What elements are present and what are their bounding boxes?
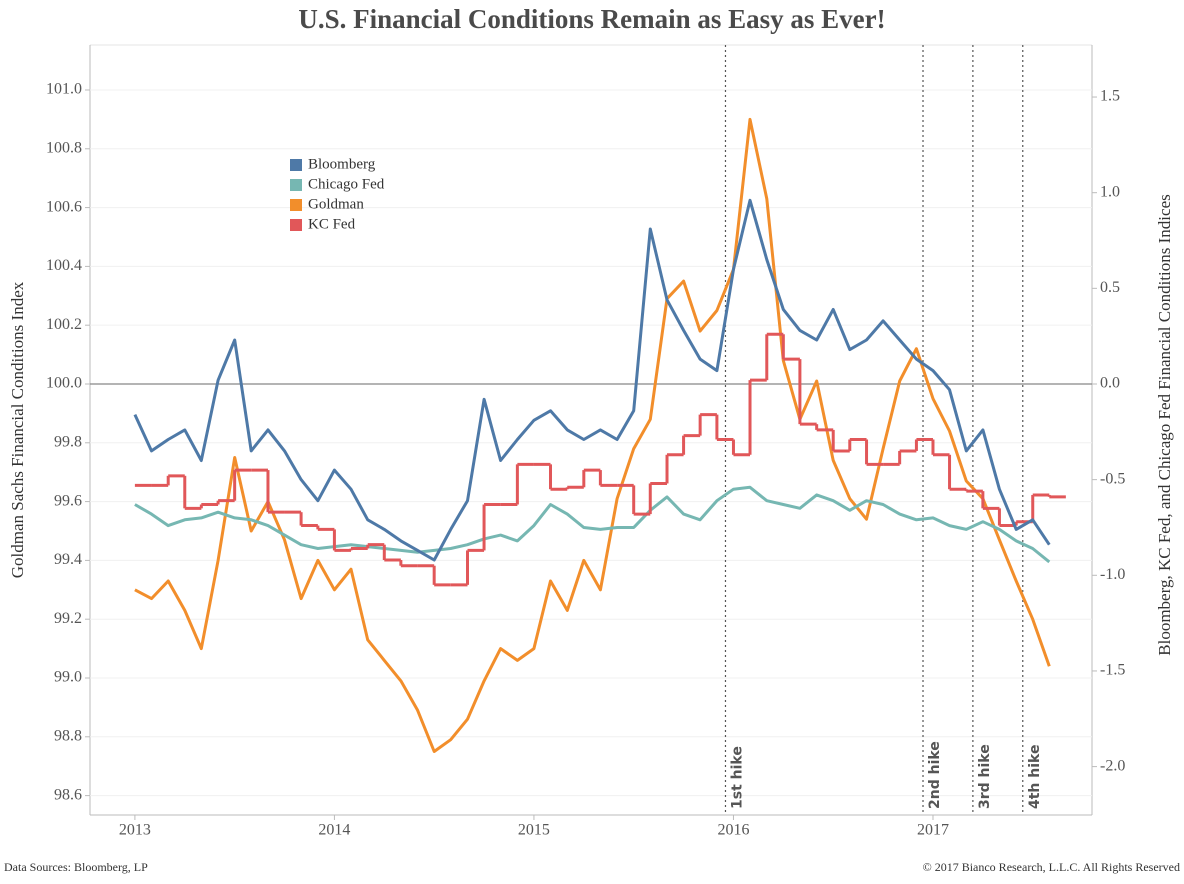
y-tick-label: 99.4 [54,551,82,568]
y-tick-label: 99.6 [54,492,82,509]
y-axis-label: Goldman Sachs Financial Conditions Index [8,281,27,578]
y2-tick-label: -1.0 [1100,566,1125,583]
x-tick-label: 2013 [119,822,151,839]
y2-tick-label: 1.5 [1100,88,1120,105]
hike-label: 4th hike [1027,745,1043,809]
legend-label: KC Fed [308,216,356,232]
y-tick-label: 101.0 [46,81,82,98]
hike-label: 1st hike [729,746,745,809]
y2-tick-label: -2.0 [1100,757,1125,774]
y-tick-label: 98.6 [54,786,82,803]
legend-swatch [290,179,302,191]
chart-title: U.S. Financial Conditions Remain as Easy… [298,4,885,34]
y2-tick-label: 0.5 [1100,279,1120,296]
series-line [133,198,1051,562]
y2-tick-label: 1.0 [1100,183,1120,200]
legend-swatch [290,159,302,171]
y-tick-label: 99.8 [54,433,82,450]
x-tick-label: 2014 [318,822,350,839]
y2-tick-label: -0.5 [1100,470,1125,487]
y2-tick-label: 0.0 [1100,375,1120,392]
hike-label: 2nd hike [927,741,943,809]
y-tick-label: 100.8 [46,139,82,156]
legend-swatch [290,219,302,231]
y2-tick-label: -1.5 [1100,662,1125,679]
series-line [134,485,1051,564]
x-tick-label: 2015 [518,822,550,839]
legend-label: Chicago Fed [308,176,385,192]
copyright: © 2017 Bianco Research, L.L.C. All Right… [923,860,1180,874]
y-tick-label: 99.2 [54,610,82,627]
x-tick-label: 2017 [917,822,949,839]
legend-swatch [290,199,302,211]
y2-axis-label: Bloomberg, KC Fed, and Chicago Fed Finan… [1155,194,1174,655]
legend-label: Bloomberg [308,156,376,172]
legend-label: Goldman [308,196,364,212]
y-tick-label: 100.0 [46,375,82,392]
hike-label: 3rd hike [977,744,993,809]
x-tick-label: 2016 [717,822,749,839]
y-tick-label: 98.8 [54,727,82,744]
y-tick-label: 100.4 [46,257,82,274]
y-tick-label: 99.0 [54,669,82,686]
y-tick-label: 100.6 [46,198,82,215]
y-tick-label: 100.2 [46,316,82,333]
source: Data Sources: Bloomberg, LP [4,860,148,874]
series-line [134,117,1051,753]
